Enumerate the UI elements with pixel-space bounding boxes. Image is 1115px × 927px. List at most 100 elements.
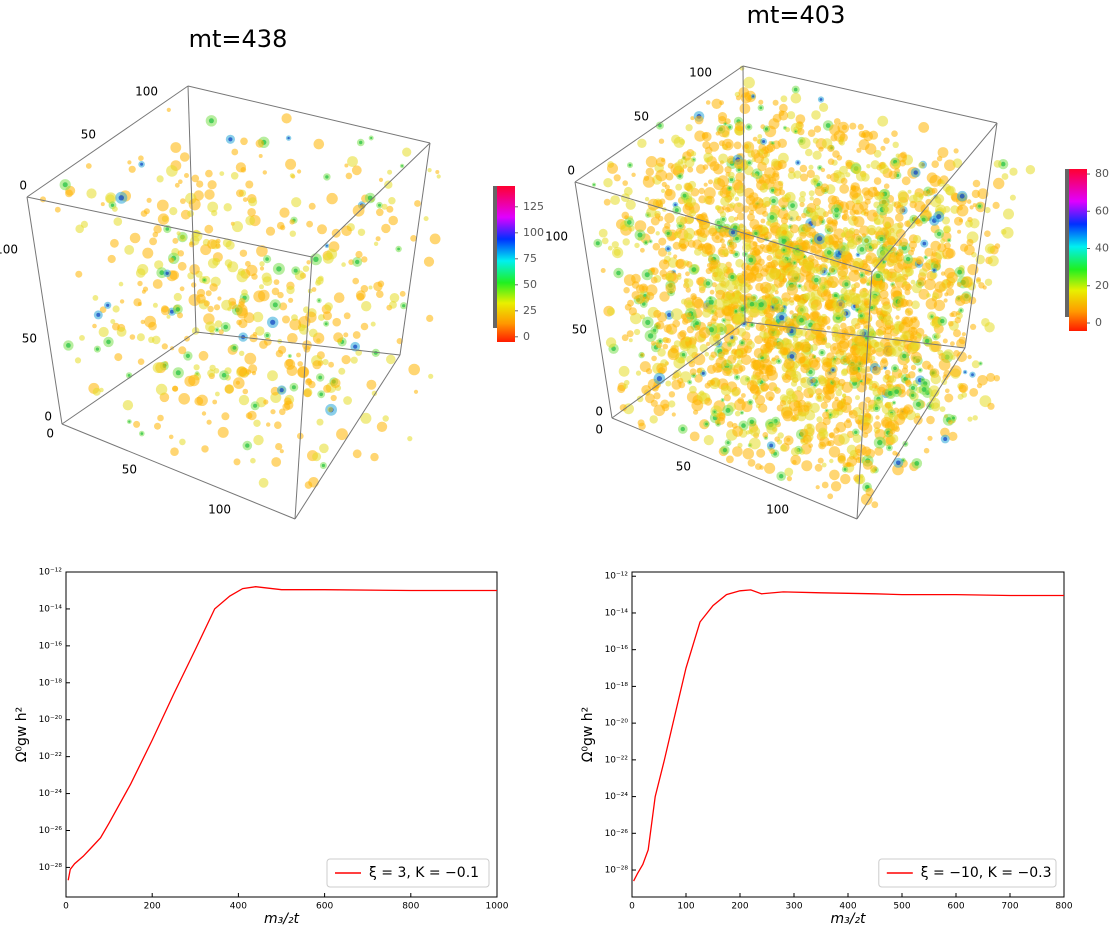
blob-core bbox=[644, 241, 648, 244]
blob bbox=[326, 192, 338, 205]
blob bbox=[650, 216, 660, 226]
blob-core bbox=[902, 353, 907, 359]
legend-label: ξ = −10, K = −0.3 bbox=[921, 865, 1052, 881]
blob-core bbox=[649, 240, 652, 243]
blob bbox=[847, 239, 858, 250]
blob bbox=[944, 292, 949, 297]
blob bbox=[607, 245, 613, 251]
blob bbox=[873, 177, 882, 185]
blob bbox=[812, 150, 822, 160]
blob bbox=[987, 402, 995, 410]
blob bbox=[823, 236, 830, 243]
blob bbox=[949, 365, 962, 378]
blob bbox=[873, 214, 885, 226]
blob-core bbox=[165, 271, 169, 275]
blob bbox=[709, 289, 715, 295]
blob bbox=[319, 443, 329, 454]
blob bbox=[821, 462, 827, 468]
blob bbox=[112, 322, 120, 331]
blob bbox=[762, 432, 769, 438]
blob bbox=[238, 298, 246, 305]
blob bbox=[823, 289, 831, 297]
blob bbox=[763, 332, 770, 339]
blob bbox=[797, 399, 807, 408]
blob bbox=[769, 448, 775, 454]
blob bbox=[142, 247, 154, 259]
blob bbox=[943, 349, 954, 361]
blob bbox=[1002, 227, 1014, 239]
blob bbox=[270, 409, 276, 415]
blob bbox=[771, 264, 777, 269]
blob bbox=[178, 393, 190, 405]
blob bbox=[819, 297, 825, 303]
blob bbox=[645, 156, 658, 168]
blob bbox=[824, 224, 830, 229]
blob bbox=[351, 165, 362, 176]
blob bbox=[641, 385, 652, 395]
blob bbox=[634, 328, 641, 336]
blob bbox=[972, 415, 978, 421]
blob bbox=[984, 230, 991, 237]
blob bbox=[213, 304, 221, 311]
blob bbox=[752, 241, 758, 247]
blob bbox=[868, 386, 873, 391]
blob-core bbox=[265, 333, 269, 337]
blob bbox=[714, 205, 720, 210]
blob-core bbox=[749, 301, 755, 307]
blob-core bbox=[740, 341, 744, 345]
blob bbox=[911, 283, 922, 294]
blob bbox=[780, 406, 793, 419]
blob bbox=[736, 212, 745, 221]
blob bbox=[674, 161, 685, 172]
blob bbox=[715, 357, 727, 369]
blob bbox=[749, 426, 761, 437]
blob bbox=[217, 296, 222, 301]
blob bbox=[259, 266, 265, 271]
blob bbox=[253, 290, 266, 303]
blob bbox=[315, 280, 321, 286]
blob bbox=[900, 151, 907, 159]
blob bbox=[899, 237, 908, 247]
blob bbox=[846, 462, 852, 468]
blob bbox=[429, 233, 441, 245]
blob bbox=[716, 411, 726, 422]
blob-core bbox=[728, 187, 731, 190]
volume-panel: mt=403 0 50 100 0 50 100 0 50 100 0 20 40 60 80 bbox=[545, 1, 1109, 520]
blob bbox=[928, 385, 940, 397]
blob bbox=[812, 266, 819, 274]
blob bbox=[708, 179, 713, 185]
blob bbox=[923, 447, 930, 454]
blob bbox=[831, 399, 844, 412]
blob-core bbox=[887, 446, 891, 450]
blob bbox=[114, 353, 123, 362]
x-tick-label: 700 bbox=[1001, 902, 1018, 912]
blob bbox=[925, 198, 932, 206]
blob bbox=[719, 273, 725, 279]
blob bbox=[653, 392, 661, 400]
blob bbox=[992, 201, 1000, 209]
blob bbox=[772, 99, 779, 106]
blob bbox=[282, 315, 290, 324]
blob bbox=[888, 431, 894, 437]
cube-edge bbox=[187, 85, 197, 333]
blob bbox=[716, 262, 728, 275]
blob bbox=[820, 401, 828, 409]
blob bbox=[240, 137, 248, 146]
blob bbox=[854, 335, 866, 347]
blob bbox=[851, 287, 857, 292]
cube-edge bbox=[195, 331, 401, 356]
blob-core bbox=[829, 413, 832, 416]
blob bbox=[912, 192, 924, 203]
blob-core bbox=[921, 217, 926, 222]
blob-core bbox=[921, 387, 927, 392]
blob bbox=[297, 361, 304, 367]
blob bbox=[628, 307, 638, 316]
cube-edge bbox=[871, 122, 998, 273]
blob bbox=[828, 446, 841, 458]
blob-core bbox=[771, 198, 776, 204]
blob-core bbox=[831, 368, 835, 372]
blob bbox=[831, 219, 838, 227]
blob bbox=[768, 267, 780, 279]
blob bbox=[841, 213, 850, 222]
blob-core bbox=[232, 346, 237, 350]
